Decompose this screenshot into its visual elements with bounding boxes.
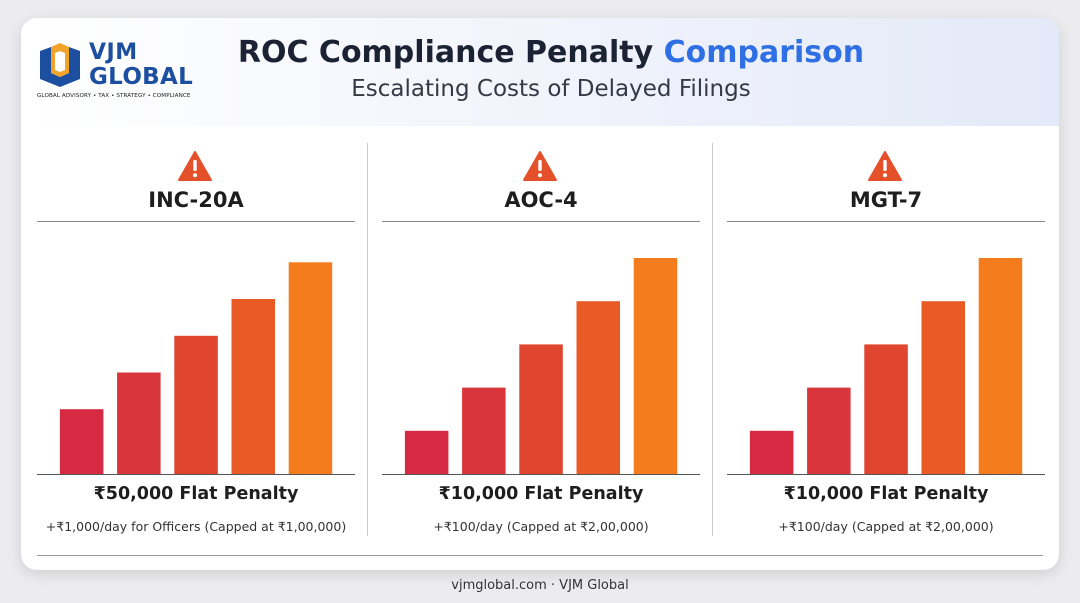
panel-divider bbox=[712, 143, 713, 536]
chart-bar bbox=[288, 262, 333, 474]
penalty-note: +₹100/day (Capped at ₹2,00,000) bbox=[778, 519, 994, 534]
chart-bar bbox=[117, 372, 161, 474]
panel-divider bbox=[367, 143, 368, 536]
chart-baseline bbox=[727, 474, 1045, 475]
panel-title-rule bbox=[382, 221, 700, 222]
penalty-amount: ₹10,000 Flat Penalty bbox=[438, 484, 644, 504]
chart-bar bbox=[231, 299, 275, 474]
logo-mark-icon bbox=[40, 43, 80, 87]
bar-chart bbox=[749, 258, 1023, 474]
chart-bar bbox=[519, 344, 563, 474]
chart-bar bbox=[807, 387, 851, 474]
penalty-amount: ₹10,000 Flat Penalty bbox=[783, 484, 989, 504]
panel-title: MGT-7 bbox=[849, 188, 923, 212]
panel-inc-20a: INC-20A ₹50,000 Flat Penalty +₹1,000/day… bbox=[37, 126, 355, 556]
logo-name-top: VJM bbox=[89, 40, 138, 65]
title-main: ROC Compliance Penalty bbox=[237, 35, 654, 70]
chart-bar bbox=[576, 301, 620, 474]
page-subtitle: Escalating Costs of Delayed Filings bbox=[351, 76, 751, 102]
warning-icon bbox=[523, 151, 557, 181]
chart-bar bbox=[864, 344, 908, 474]
panel-title-rule bbox=[37, 221, 355, 222]
page-title: ROC Compliance Penalty Comparison bbox=[231, 35, 871, 70]
chart-bar bbox=[462, 387, 506, 474]
chart-bar bbox=[749, 430, 794, 474]
chart-bar bbox=[59, 409, 104, 474]
chart-baseline bbox=[382, 474, 700, 475]
panel-title: AOC-4 bbox=[504, 188, 578, 212]
chart-bar bbox=[978, 258, 1023, 474]
infographic-card: VJM GLOBAL GLOBAL ADVISORY • TAX • STRAT… bbox=[21, 18, 1059, 570]
title-accent: Comparison bbox=[663, 35, 865, 70]
panel-mgt-7: MGT-7 ₹10,000 Flat Penalty +₹100/day (Ca… bbox=[727, 126, 1045, 556]
bottom-rule bbox=[37, 555, 1043, 556]
chart-bar bbox=[174, 335, 218, 474]
warning-icon bbox=[868, 151, 902, 181]
penalty-note: +₹1,000/day for Officers (Capped at ₹1,0… bbox=[45, 519, 347, 534]
warning-icon bbox=[178, 151, 212, 181]
logo-name-bottom: GLOBAL bbox=[89, 64, 194, 90]
penalty-amount: ₹50,000 Flat Penalty bbox=[93, 484, 299, 504]
chart-baseline bbox=[37, 474, 355, 475]
header: VJM GLOBAL GLOBAL ADVISORY • TAX • STRAT… bbox=[21, 18, 1059, 126]
chart-bar bbox=[633, 258, 678, 474]
brand-logo[interactable]: VJM GLOBAL GLOBAL ADVISORY • TAX • STRAT… bbox=[37, 40, 207, 106]
bar-chart bbox=[404, 258, 678, 474]
panel-title: INC-20A bbox=[148, 188, 244, 212]
chart-bar bbox=[921, 301, 965, 474]
bar-chart bbox=[59, 262, 333, 474]
panel-title-rule bbox=[727, 221, 1045, 222]
panel-aoc-4: AOC-4 ₹10,000 Flat Penalty +₹100/day (Ca… bbox=[382, 126, 700, 556]
chart-bar bbox=[404, 430, 449, 474]
footer-credit[interactable]: vjmglobal.com · VJM Global bbox=[451, 578, 629, 593]
penalty-note: +₹100/day (Capped at ₹2,00,000) bbox=[433, 519, 649, 534]
logo-tagline: GLOBAL ADVISORY • TAX • STRATEGY • COMPL… bbox=[37, 93, 191, 99]
